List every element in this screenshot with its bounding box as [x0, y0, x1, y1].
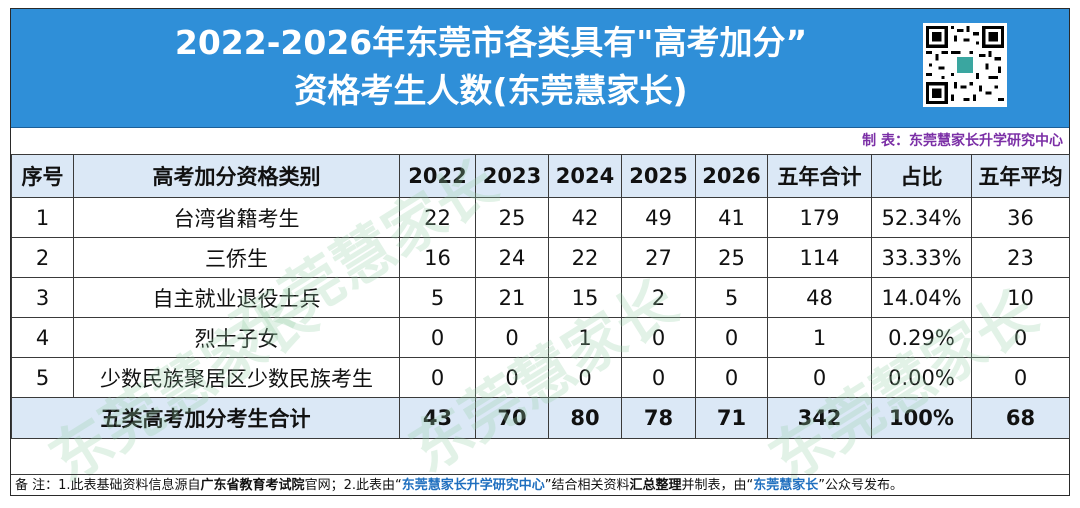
- table-cell: 179: [767, 197, 872, 238]
- table-cell: 27: [621, 237, 696, 278]
- table-cell: 25: [475, 197, 549, 238]
- col-header-2025: 2025: [621, 154, 696, 198]
- footnote-emphasis: 汇总整理: [629, 478, 682, 493]
- footnote: 备 注：1.此表基础资料信息源自广东省教育考试院官网；2.此表由“东莞慧家长升学…: [11, 474, 1069, 496]
- table-cell: 49: [621, 197, 696, 238]
- table-cell: 0: [475, 317, 549, 358]
- table-row: 4 烈士子女 0 0 1 0 0 1 0.29% 0: [11, 317, 1070, 358]
- table-cell: 1: [11, 197, 74, 238]
- footnote-source: 广东省教育考试院: [200, 478, 305, 493]
- table-cell: 36: [971, 197, 1070, 238]
- table-cell: 0: [621, 317, 696, 358]
- col-header-2024: 2024: [548, 154, 622, 198]
- footnote-org: 东莞慧家长升学研究中心: [401, 478, 545, 493]
- title-banner: 2022-2026年东莞市各类具有"高考加分” 资格考生人数(东莞慧家长): [11, 9, 1069, 128]
- page-title: 2022-2026年东莞市各类具有"高考加分” 资格考生人数(东莞慧家长): [11, 19, 971, 115]
- table-cell: 2: [621, 277, 696, 318]
- table-cell: 0: [548, 357, 622, 398]
- table-cell: 2: [11, 237, 74, 278]
- table-cell: 48: [767, 277, 872, 318]
- table-row: 2 三侨生 16 24 22 27 25 114 33.33% 23: [11, 237, 1070, 278]
- footnote-account: 东莞慧家长: [753, 478, 819, 493]
- maker-label: 制 表：东莞慧家长升学研究中心: [862, 133, 1063, 149]
- table-cell: 22: [548, 237, 622, 278]
- table-cell: 5: [695, 277, 768, 318]
- table-cell: 41: [695, 197, 768, 238]
- table-cell: 3: [11, 277, 74, 318]
- col-header-2022: 2022: [399, 154, 476, 198]
- table-cell: 10: [971, 277, 1070, 318]
- table-cell: 0: [767, 357, 872, 398]
- total-label: 五类高考加分考生合计: [11, 397, 400, 439]
- table-cell: 5: [399, 277, 476, 318]
- col-header-2023: 2023: [475, 154, 549, 198]
- table-cell: 5: [11, 357, 74, 398]
- total-cell: 68: [971, 397, 1070, 439]
- table-cell: 0: [621, 357, 696, 398]
- table-cell: 33.33%: [871, 237, 972, 278]
- data-table: 序号 高考加分资格类别 2022 2023 2024 2025 2026 五年合…: [11, 154, 1070, 439]
- table-cell: 16: [399, 237, 476, 278]
- table-cell: 4: [11, 317, 74, 358]
- table-cell: 0: [695, 357, 768, 398]
- table-cell: 0: [475, 357, 549, 398]
- footnote-text: 并制表，由“: [681, 478, 754, 493]
- total-cell: 43: [399, 397, 476, 439]
- table-cell: 自主就业退役士兵: [73, 277, 400, 318]
- table-cell: 42: [548, 197, 622, 238]
- table-cell: 0: [971, 317, 1070, 358]
- col-header-five-year-average: 五年平均: [971, 154, 1070, 198]
- header-row: 序号 高考加分资格类别 2022 2023 2024 2025 2026 五年合…: [11, 154, 1070, 198]
- table-cell: 23: [971, 237, 1070, 278]
- table-cell: 21: [475, 277, 549, 318]
- total-cell: 71: [695, 397, 768, 439]
- table-cell: 烈士子女: [73, 317, 400, 358]
- table-cell: 0: [399, 317, 476, 358]
- table-cell: 三侨生: [73, 237, 400, 278]
- table-cell: 25: [695, 237, 768, 278]
- table-cell: 1: [767, 317, 872, 358]
- col-header-category: 高考加分资格类别: [73, 154, 400, 198]
- table-cell: 0: [971, 357, 1070, 398]
- table-cell: 0: [695, 317, 768, 358]
- total-row: 五类高考加分考生合计 43 70 80 78 71 342 100% 68: [11, 397, 1070, 439]
- footnote-text: 官网；2.此表由“: [304, 478, 402, 493]
- table-cell: 52.34%: [871, 197, 972, 238]
- table-cell: 22: [399, 197, 476, 238]
- table-cell: 114: [767, 237, 872, 278]
- table-cell: 台湾省籍考生: [73, 197, 400, 238]
- footnote-text: ”结合相关资料: [544, 478, 630, 493]
- title-line-1: 2022-2026年东莞市各类具有"高考加分”: [174, 23, 808, 62]
- col-header-share: 占比: [871, 154, 972, 198]
- table-cell: 0: [399, 357, 476, 398]
- total-cell: 100%: [871, 397, 972, 439]
- total-cell: 342: [767, 397, 872, 439]
- table-row: 1 台湾省籍考生 22 25 42 49 41 179 52.34% 36: [11, 197, 1070, 238]
- col-header-2026: 2026: [695, 154, 768, 198]
- table-row: 5 少数民族聚居区少数民族考生 0 0 0 0 0 0 0.00% 0: [11, 357, 1070, 398]
- col-header-index: 序号: [11, 154, 74, 198]
- footnote-text: ”公众号发布。: [818, 478, 903, 493]
- table-cell: 24: [475, 237, 549, 278]
- col-header-five-year-total: 五年合计: [767, 154, 872, 198]
- total-cell: 78: [621, 397, 696, 439]
- table-cell: 15: [548, 277, 622, 318]
- table-cell: 1: [548, 317, 622, 358]
- table-cell: 0.29%: [871, 317, 972, 358]
- total-cell: 70: [475, 397, 549, 439]
- qr-code-icon: [923, 23, 1007, 107]
- document-frame: 2022-2026年东莞市各类具有"高考加分” 资格考生人数(东莞慧家长): [10, 8, 1070, 496]
- table-cell: 0.00%: [871, 357, 972, 398]
- total-cell: 80: [548, 397, 622, 439]
- title-line-2: 资格考生人数(东莞慧家长): [294, 71, 688, 110]
- footnote-text: 备 注：1.此表基础资料信息源自: [15, 478, 201, 493]
- table-cell: 14.04%: [871, 277, 972, 318]
- table-row: 3 自主就业退役士兵 5 21 15 2 5 48 14.04% 10: [11, 277, 1070, 318]
- table-cell: 少数民族聚居区少数民族考生: [73, 357, 400, 398]
